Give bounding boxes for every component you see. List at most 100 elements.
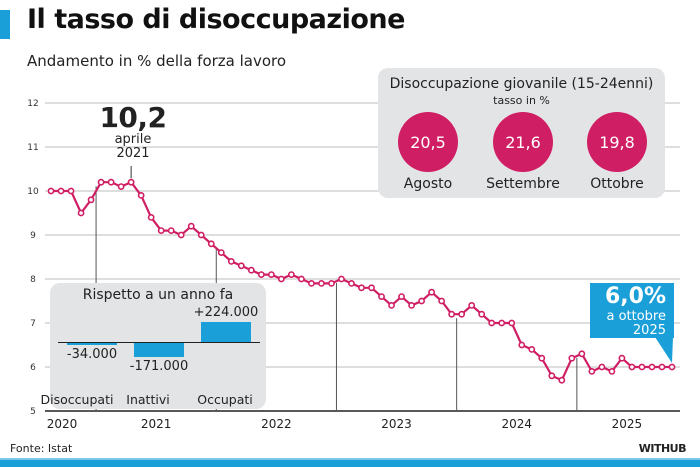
x-tick-label: 2024 — [501, 417, 532, 431]
peak-month: aprile — [114, 132, 152, 147]
data-point — [247, 266, 255, 274]
data-point — [97, 178, 105, 186]
data-point — [518, 341, 526, 349]
data-point — [668, 363, 676, 371]
data-point — [348, 279, 355, 287]
x-tick-label: 2023 — [381, 417, 412, 431]
source-note: Fonte: Istat — [10, 442, 73, 455]
yoy-category-label: Disoccupati — [40, 392, 114, 407]
data-point — [508, 319, 516, 327]
data-point — [267, 271, 275, 278]
callout-pointer — [655, 337, 673, 363]
y-tick-label: 11 — [27, 143, 38, 153]
yoy-value-label: -34.000 — [66, 347, 118, 363]
data-point — [67, 187, 75, 195]
data-point — [187, 222, 195, 230]
peak-year: 2021 — [116, 146, 150, 161]
peak-annotation: 10,2 aprile 2021 — [93, 103, 173, 161]
youth-month-label: Agosto — [403, 176, 453, 192]
data-point — [197, 231, 205, 239]
yoy-bar — [134, 342, 184, 358]
youth-unemployment-panel: Disoccupazione giovanile (15-24enni) tas… — [378, 68, 665, 198]
data-point — [137, 191, 145, 199]
yoy-category-label: Inattivi — [126, 392, 170, 407]
data-point — [217, 249, 225, 256]
data-point — [578, 350, 586, 358]
y-tick-label: 6 — [30, 363, 36, 373]
latest-value: 6,0% — [604, 284, 666, 309]
data-point — [628, 363, 636, 371]
data-point — [147, 213, 155, 221]
youth-value-circle: 19,8 — [587, 112, 647, 172]
youth-month-label: Settembre — [486, 176, 560, 192]
data-point — [177, 231, 185, 239]
y-tick-label: 5 — [30, 407, 36, 417]
data-point — [358, 284, 365, 292]
data-point — [157, 227, 165, 234]
yoy-category-label: Occupati — [197, 392, 253, 407]
data-point — [538, 354, 546, 362]
data-point — [588, 367, 596, 375]
data-point — [618, 354, 626, 362]
data-point — [298, 275, 305, 283]
youth-month-label: Ottobre — [590, 176, 644, 192]
x-tick-label: 2021 — [141, 417, 172, 431]
bottom-accent-bar — [0, 458, 700, 467]
data-point — [47, 187, 55, 195]
data-point — [257, 271, 265, 278]
data-point — [478, 310, 486, 318]
data-point — [107, 178, 115, 186]
data-point — [207, 240, 215, 248]
yoy-bar — [67, 342, 117, 346]
brand-logo: WITHUB — [638, 442, 687, 455]
data-point — [458, 310, 466, 318]
latest-line2: 2025 — [632, 323, 666, 338]
data-point — [548, 372, 556, 380]
youth-value-circle: 21,6 — [493, 112, 553, 172]
data-point — [408, 301, 415, 309]
data-point — [328, 279, 335, 287]
y-tick-label: 10 — [27, 187, 39, 197]
data-point — [468, 301, 476, 309]
data-point — [398, 293, 405, 300]
data-point — [378, 293, 385, 300]
data-point — [277, 275, 285, 283]
data-point — [448, 310, 456, 318]
youth-panel-title: Disoccupazione giovanile (15-24enni) — [389, 76, 654, 92]
data-point — [438, 297, 446, 305]
y-tick-label: 8 — [30, 275, 36, 285]
data-point — [418, 297, 425, 305]
yoy-bar — [201, 322, 251, 342]
data-point — [568, 354, 576, 362]
latest-line1: a ottobre — [606, 309, 666, 324]
yoy-value-label: -171.000 — [129, 359, 189, 375]
y-tick-label: 7 — [30, 319, 36, 329]
data-point — [237, 262, 245, 270]
data-point — [117, 183, 125, 190]
data-point — [528, 345, 536, 353]
y-tick-label: 12 — [27, 99, 38, 109]
title-accent-bar — [0, 10, 10, 39]
data-point — [318, 279, 325, 287]
data-point — [127, 178, 135, 186]
data-point — [77, 209, 85, 217]
data-point — [308, 279, 315, 287]
data-point — [227, 257, 235, 265]
yoy-panel-title: Rispetto a un anno fa — [82, 287, 234, 303]
youth-value-circle: 20,5 — [398, 112, 458, 172]
data-point — [167, 227, 175, 234]
data-point — [488, 319, 496, 327]
latest-value-callout: 6,0% a ottobre 2025 — [590, 283, 674, 338]
data-point — [498, 319, 506, 327]
x-tick-label: 2022 — [261, 417, 292, 431]
page-subtitle: Andamento in % della forza lavoro — [27, 52, 287, 70]
page-title: Il tasso di disoccupazione — [27, 4, 405, 35]
data-point — [638, 363, 646, 371]
data-point — [428, 288, 436, 296]
data-point — [598, 363, 606, 371]
data-point — [558, 376, 566, 384]
data-point — [338, 275, 345, 283]
data-point — [388, 301, 395, 309]
year-over-year-panel: Rispetto a un anno fa Disoccupati Inatti… — [41, 283, 266, 409]
